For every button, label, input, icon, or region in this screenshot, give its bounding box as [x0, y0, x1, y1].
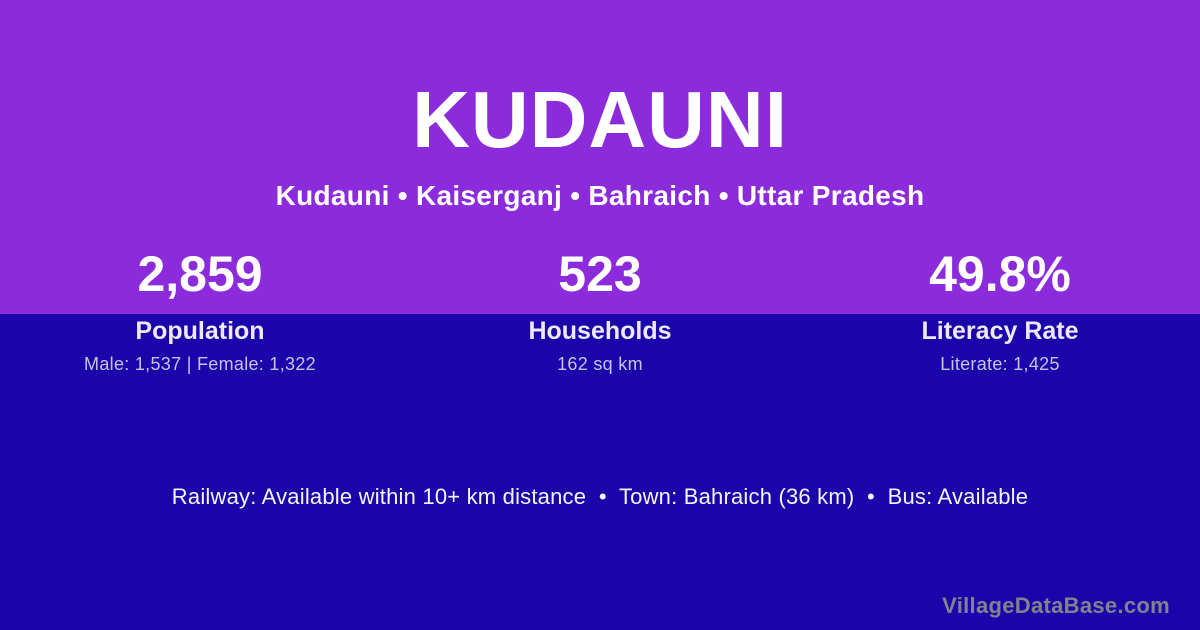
households-detail: 162 sq km [557, 354, 643, 374]
population-value: 2,859 [137, 246, 263, 302]
literacy-value: 49.8% [929, 246, 1071, 302]
households-label: Households [528, 317, 672, 345]
stats-row: 2,859 Population Male: 1,537 | Female: 1… [0, 249, 1200, 376]
stat-households: 523 Households 162 sq km [400, 249, 800, 376]
breadcrumb: Kudauni • Kaiserganj • Bahraich • Uttar … [275, 180, 925, 211]
stat-literacy-rate: 49.8% Literacy Rate Literate: 1,425 [800, 249, 1200, 376]
purple-band [0, 0, 1200, 314]
population-label: Population [135, 317, 265, 345]
population-detail: Male: 1,537 | Female: 1,322 [84, 354, 316, 374]
literacy-label: Literacy Rate [921, 317, 1079, 345]
transport-info: Railway: Available within 10+ km distanc… [171, 484, 1029, 509]
watermark: VillageDataBase.com [942, 593, 1170, 618]
literacy-detail: Literate: 1,425 [940, 354, 1060, 374]
page-title: KUDAUNI [412, 75, 788, 164]
navy-band [0, 314, 1200, 630]
households-value: 523 [558, 246, 642, 302]
stat-population: 2,859 Population Male: 1,537 | Female: 1… [0, 249, 400, 376]
